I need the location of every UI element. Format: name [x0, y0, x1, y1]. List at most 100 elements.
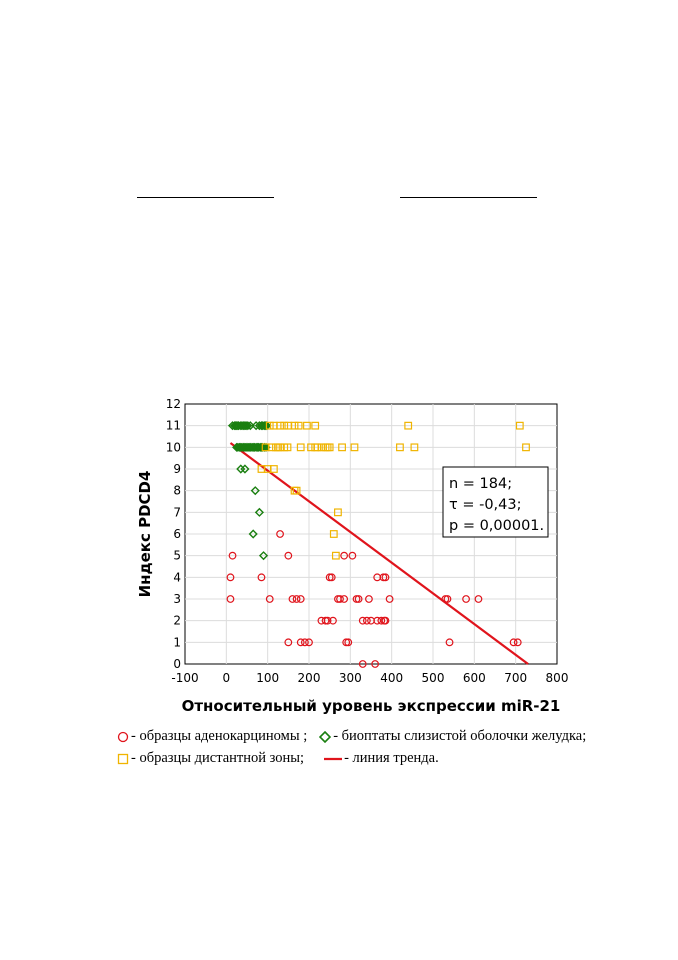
distant-point	[283, 443, 292, 452]
biopsy-point	[248, 529, 258, 539]
biopsy-point	[261, 421, 271, 431]
distant-point	[276, 421, 284, 430]
legend-label-distant: - образцы дистантной зоны;	[131, 750, 305, 766]
adeno-point	[443, 595, 452, 603]
points-series	[226, 421, 530, 668]
adeno-point	[348, 551, 357, 560]
legend-row-1: - образцы аденокарциномы ; - биоптаты сл…	[117, 728, 586, 745]
distant-point	[350, 443, 359, 452]
y-tick-label: 7	[173, 505, 181, 519]
distant-point	[410, 443, 419, 452]
adeno-point	[340, 595, 349, 603]
distant-point	[311, 421, 320, 430]
adeno-point	[296, 638, 305, 647]
tick-labels: -100 0 100 200 300 400 500 600 700 80001234567891…	[166, 397, 569, 685]
adeno-point	[292, 595, 301, 603]
distant-point	[404, 421, 413, 430]
adeno-point	[513, 638, 522, 647]
adeno-point	[362, 616, 371, 625]
adeno-point	[474, 595, 483, 603]
y-tick-label: 1	[173, 635, 181, 649]
adeno-point	[377, 616, 386, 625]
y-tick-label: 12	[166, 397, 181, 411]
biopsy-point	[254, 507, 264, 517]
distant-point	[325, 443, 334, 452]
adeno-point	[462, 595, 470, 603]
y-tick-label: 3	[173, 592, 181, 606]
distant-point	[329, 530, 338, 538]
adeno-point	[226, 595, 235, 603]
adeno-point	[300, 638, 309, 647]
distant-point	[331, 551, 340, 560]
adeno-point	[381, 573, 390, 582]
stats-tau: τ = -0,43;	[449, 497, 522, 513]
distant-point	[294, 421, 303, 430]
x-tick-label: 200	[298, 671, 321, 685]
adeno-point	[288, 595, 297, 603]
distant-point	[265, 421, 274, 430]
adeno-point	[445, 638, 454, 647]
legend-item-biopsy: - биоптаты слизистой оболочки желудка;	[319, 728, 586, 745]
y-tick-label: 10	[166, 440, 181, 454]
adeno-point	[329, 616, 337, 625]
y-tick-label: 6	[173, 527, 181, 541]
adeno-point	[276, 530, 284, 538]
adeno-point	[323, 616, 332, 625]
adeno-point	[336, 595, 344, 603]
square-marker-icon	[117, 753, 129, 764]
adeno-point	[344, 638, 353, 647]
distant-point	[334, 508, 342, 517]
adeno-point	[284, 551, 293, 560]
diamond-marker-icon	[319, 730, 332, 743]
x-axis-title: Относительный уровень экспрессии miR-21	[182, 697, 561, 715]
y-tick-label: 0	[173, 657, 181, 671]
distant-point	[296, 443, 305, 452]
y-tick-label: 11	[166, 419, 181, 433]
biopsy-point	[240, 464, 250, 474]
legend-label-adeno: - образцы аденокарциномы ;	[131, 728, 308, 744]
y-tick-label: 8	[173, 484, 181, 498]
trend-series	[229, 442, 529, 665]
x-tick-label: -100	[171, 671, 198, 685]
adeno-point	[257, 573, 266, 582]
x-tick-label: 700	[504, 671, 527, 685]
legend-item-distant: - образцы дистантной зоны;	[117, 750, 304, 767]
biopsy-point	[250, 486, 260, 496]
x-tick-label: 600	[463, 671, 486, 685]
x-tick-label: 500	[422, 671, 445, 685]
distant-point	[280, 421, 289, 430]
distant-point	[269, 465, 278, 473]
adeno-point	[265, 595, 274, 603]
legend-item-adeno: - образцы аденокарциномы ;	[117, 728, 307, 745]
distant-point	[292, 486, 301, 495]
stats-n: n = 184;	[449, 476, 512, 492]
trend-line-icon	[324, 757, 343, 760]
y-axis-title: Индекс PDCD4	[136, 471, 154, 598]
adeno-point	[358, 660, 367, 668]
adeno-point	[385, 595, 394, 603]
legend-label-biopsy: - биоптаты слизистой оболочки желудка;	[333, 728, 587, 744]
adeno-point	[371, 660, 380, 668]
signature-line-right	[400, 197, 537, 198]
adeno-point	[381, 616, 390, 625]
adeno-point	[284, 638, 293, 647]
adeno-point	[226, 573, 235, 582]
x-tick-label: 300	[339, 671, 362, 685]
adeno-point	[509, 638, 518, 647]
adeno-point	[365, 595, 373, 603]
x-tick-label: 100	[256, 671, 279, 685]
distant-point	[515, 421, 524, 430]
circle-marker-icon	[117, 731, 129, 742]
distant-point	[303, 421, 311, 430]
y-tick-label: 2	[173, 614, 181, 628]
legend-row-2: - образцы дистантной зоны; - линия тренд…	[117, 750, 439, 767]
y-tick-label: 9	[173, 462, 181, 476]
distant-point	[290, 421, 299, 430]
distant-point	[396, 443, 404, 452]
adeno-point	[358, 616, 367, 625]
distant-point	[522, 443, 530, 452]
adeno-point	[340, 551, 349, 560]
stats-box: n = 184; τ = -0,43; p = 0,00001.	[442, 466, 549, 538]
trend-line	[229, 442, 529, 665]
